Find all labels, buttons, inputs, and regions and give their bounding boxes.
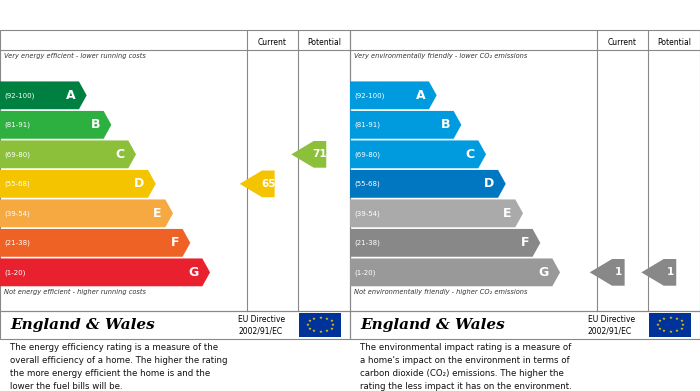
Polygon shape [350,199,523,227]
Text: 71: 71 [313,149,328,160]
Polygon shape [350,258,560,286]
Text: (1-20): (1-20) [354,269,376,276]
Text: (39-54): (39-54) [354,210,380,217]
Polygon shape [641,259,676,286]
Text: Current: Current [258,38,287,47]
Text: 1: 1 [666,267,673,277]
Text: ★: ★ [681,323,685,327]
Text: Very energy efficient - lower running costs: Very energy efficient - lower running co… [4,52,146,59]
Text: C: C [466,148,475,161]
Text: ★: ★ [312,317,316,321]
Text: ★: ★ [675,329,678,333]
Text: ★: ★ [312,329,316,333]
Polygon shape [589,259,624,286]
Text: ★: ★ [668,316,672,320]
Text: Potential: Potential [657,38,691,47]
Bar [300,313,342,337]
Text: England & Wales: England & Wales [10,318,155,332]
Text: Current: Current [608,38,637,47]
Text: EU Directive
2002/91/EC: EU Directive 2002/91/EC [238,315,285,335]
Text: Energy Efficiency Rating: Energy Efficiency Rating [8,9,181,22]
Text: (81-91): (81-91) [354,122,380,128]
Text: D: D [134,178,144,190]
Text: (55-68): (55-68) [4,181,30,187]
Polygon shape [0,258,210,286]
Text: ★: ★ [679,326,683,330]
Polygon shape [239,170,274,197]
Text: ★: ★ [329,319,333,323]
Text: E: E [503,207,512,220]
Text: (69-80): (69-80) [354,151,380,158]
Text: (21-38): (21-38) [4,240,30,246]
Text: ★: ★ [306,323,309,327]
Text: ★: ★ [657,319,662,323]
Text: ★: ★ [307,326,312,330]
Text: (55-68): (55-68) [354,181,380,187]
Text: C: C [116,148,125,161]
Text: (81-91): (81-91) [4,122,30,128]
Text: D: D [484,178,494,190]
Text: ★: ★ [329,326,333,330]
Polygon shape [0,111,111,139]
Text: ★: ★ [656,323,659,327]
Text: Not environmentally friendly - higher CO₂ emissions: Not environmentally friendly - higher CO… [354,289,527,295]
Polygon shape [0,140,136,168]
Polygon shape [0,229,190,257]
Text: B: B [90,118,100,131]
Text: 1: 1 [615,267,622,277]
Text: F: F [521,236,529,249]
Text: Potential: Potential [307,38,341,47]
Polygon shape [350,111,461,139]
Text: EU Directive
2002/91/EC: EU Directive 2002/91/EC [588,315,635,335]
Text: G: G [188,266,199,279]
Polygon shape [291,141,326,168]
Polygon shape [350,81,437,109]
Polygon shape [350,170,505,198]
Text: The energy efficiency rating is a measure of the
overall efficiency of a home. T: The energy efficiency rating is a measur… [10,343,228,391]
Text: F: F [171,236,179,249]
Text: ★: ★ [662,317,666,321]
Text: E: E [153,207,162,220]
Text: (39-54): (39-54) [4,210,30,217]
Text: ★: ★ [318,316,322,320]
Text: (92-100): (92-100) [4,92,34,99]
Polygon shape [0,81,87,109]
Text: ★: ★ [331,323,335,327]
Text: ★: ★ [668,330,672,334]
Text: The environmental impact rating is a measure of
a home's impact on the environme: The environmental impact rating is a mea… [360,343,573,391]
Polygon shape [350,229,540,257]
Polygon shape [350,140,486,168]
Text: (92-100): (92-100) [354,92,384,99]
Text: ★: ★ [325,317,328,321]
Text: A: A [66,89,76,102]
Text: Not energy efficient - higher running costs: Not energy efficient - higher running co… [4,289,146,295]
Text: ★: ★ [325,329,328,333]
Text: ★: ★ [662,329,666,333]
Text: B: B [440,118,450,131]
Text: (69-80): (69-80) [4,151,30,158]
Bar [650,313,692,337]
Text: ★: ★ [307,319,312,323]
Text: A: A [416,89,426,102]
Text: ★: ★ [679,319,683,323]
Text: (21-38): (21-38) [354,240,380,246]
Text: ★: ★ [657,326,662,330]
Text: Very environmentally friendly - lower CO₂ emissions: Very environmentally friendly - lower CO… [354,52,527,59]
Text: Environmental Impact (CO₂) Rating: Environmental Impact (CO₂) Rating [358,9,605,22]
Text: ★: ★ [318,330,322,334]
Text: G: G [538,266,549,279]
Text: ★: ★ [675,317,678,321]
Polygon shape [0,170,155,198]
Polygon shape [0,199,173,227]
Text: England & Wales: England & Wales [360,318,505,332]
Text: (1-20): (1-20) [4,269,26,276]
Text: 65: 65 [261,179,276,189]
